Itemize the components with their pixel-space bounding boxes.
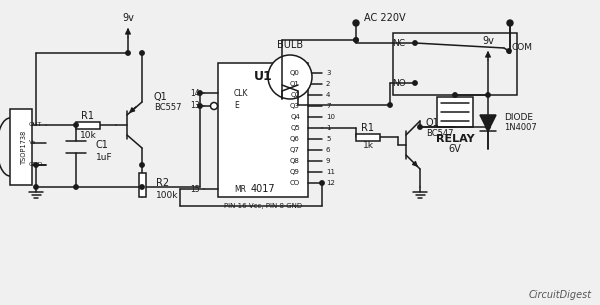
Circle shape [140,163,144,167]
Circle shape [198,104,202,108]
Circle shape [413,41,417,45]
Text: 100k: 100k [156,191,179,199]
Text: RELAY: RELAY [436,134,475,144]
Text: E: E [234,102,239,110]
Text: TSOP1738: TSOP1738 [21,130,27,164]
Text: 12: 12 [326,180,335,186]
Text: 5: 5 [326,136,331,142]
Bar [437,97,473,127]
Circle shape [413,81,417,85]
Text: BC547: BC547 [426,128,454,138]
Text: Q0: Q0 [290,70,300,76]
Text: R1: R1 [361,123,374,133]
Text: Q6: Q6 [290,136,300,142]
Text: 14: 14 [190,88,200,98]
Circle shape [507,49,511,53]
Text: GND: GND [29,163,44,167]
Circle shape [353,20,359,26]
Circle shape [354,38,358,42]
Bar [10,109,32,185]
Text: Q7: Q7 [290,147,300,153]
Circle shape [354,38,358,42]
Text: 4: 4 [326,92,331,98]
Text: R1: R1 [82,111,95,121]
Circle shape [211,102,218,109]
Text: Q2: Q2 [290,92,300,98]
Circle shape [486,125,490,129]
Circle shape [34,185,38,189]
Text: CLK: CLK [234,88,248,98]
Text: 7: 7 [326,103,331,109]
Text: C1: C1 [96,140,109,150]
Text: 13: 13 [190,102,200,110]
Text: CO: CO [290,180,300,186]
Text: Q1: Q1 [290,81,300,87]
Circle shape [418,125,422,129]
Text: 9: 9 [326,158,331,164]
Text: 1N4007: 1N4007 [504,124,537,132]
Text: 15: 15 [190,185,200,193]
Text: CircuitDigest: CircuitDigest [529,290,592,300]
Bar [139,173,146,197]
Text: 9v: 9v [122,13,134,23]
Text: 9v: 9v [482,36,494,46]
Circle shape [388,103,392,107]
Text: OUT: OUT [29,123,43,127]
Circle shape [268,55,312,99]
Text: NC: NC [392,38,406,48]
Text: Q1: Q1 [426,118,440,128]
Circle shape [198,91,202,95]
Circle shape [507,20,513,26]
Circle shape [74,123,78,127]
Text: 6: 6 [326,147,331,153]
Circle shape [140,185,144,189]
Text: 10: 10 [326,114,335,120]
Circle shape [453,93,457,97]
Text: 10k: 10k [80,131,97,139]
Circle shape [486,93,490,97]
Bar [218,63,308,197]
Text: COM: COM [511,44,532,52]
Text: Q8: Q8 [290,158,300,164]
Circle shape [320,181,324,185]
Circle shape [140,51,144,55]
Text: Q4: Q4 [290,114,300,120]
Polygon shape [480,115,496,131]
Circle shape [34,163,38,167]
Text: BC557: BC557 [154,102,182,112]
Text: DIODE: DIODE [504,113,533,123]
Text: PIN 16 Vcc, PIN 8 GND: PIN 16 Vcc, PIN 8 GND [224,203,302,209]
Text: R2: R2 [156,178,169,188]
Text: Q5: Q5 [290,125,300,131]
Circle shape [74,185,78,189]
Text: Q1: Q1 [154,92,168,102]
Text: 1: 1 [326,125,331,131]
Text: Q3: Q3 [290,103,300,109]
Text: 3: 3 [326,70,331,76]
Text: BULB: BULB [277,40,303,50]
Text: Q9: Q9 [290,169,300,175]
Text: 1uF: 1uF [96,152,113,162]
Text: 1k: 1k [362,142,373,150]
Text: 4017: 4017 [251,184,275,194]
Text: Vs: Vs [29,141,37,145]
Text: MR: MR [234,185,246,193]
Bar [356,134,380,141]
Text: 11: 11 [326,169,335,175]
Bar [76,121,100,128]
Text: NO: NO [392,78,406,88]
Bar [393,33,517,95]
Text: 6V: 6V [449,144,461,154]
Circle shape [126,51,130,55]
Text: U1: U1 [254,70,272,84]
Text: AC 220V: AC 220V [364,13,406,23]
Text: 2: 2 [326,81,331,87]
